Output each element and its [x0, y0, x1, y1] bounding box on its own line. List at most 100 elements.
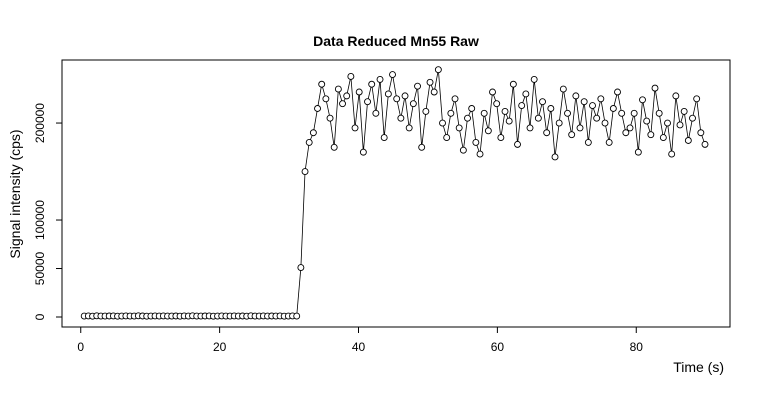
data-point: [430, 88, 438, 96]
data-point: [530, 75, 538, 83]
data-point: [351, 124, 359, 132]
data-point: [405, 124, 413, 132]
data-point: [380, 134, 388, 142]
data-point: [522, 90, 530, 98]
plot-box: [61, 59, 731, 328]
data-point: [551, 153, 559, 161]
x-tick-label: 80: [630, 340, 644, 354]
data-point: [501, 107, 509, 115]
data-point: [414, 82, 421, 90]
data-point: [601, 119, 609, 127]
data-point: [593, 114, 601, 122]
data-point: [409, 100, 417, 108]
data-point: [655, 109, 663, 117]
data-point: [634, 148, 642, 156]
data-point: [339, 100, 346, 108]
data-point: [647, 131, 655, 139]
data-point: [480, 109, 488, 117]
data-point: [505, 117, 513, 125]
data-point: [418, 143, 426, 151]
data-point: [434, 66, 442, 74]
data-point: [326, 114, 334, 122]
data-point: [547, 105, 555, 112]
data-point: [322, 95, 330, 103]
data-point: [459, 146, 467, 154]
data-point: [618, 109, 626, 117]
data-point: [476, 150, 484, 158]
data-point: [376, 75, 384, 83]
data-point: [422, 107, 430, 115]
data-point: [626, 124, 634, 132]
data-point: [543, 129, 551, 137]
data-point: [568, 131, 576, 139]
data-point: [384, 90, 392, 98]
data-point: [455, 124, 463, 132]
data-point: [605, 138, 613, 146]
data-point: [439, 119, 446, 127]
data-point: [680, 107, 688, 115]
data-point: [393, 95, 401, 103]
data-point: [701, 140, 709, 148]
data-point: [539, 98, 546, 106]
data-point: [676, 121, 684, 129]
data-point: [468, 105, 476, 112]
data-point: [576, 124, 584, 132]
x-tick-label: 20: [213, 340, 227, 354]
x-tick-label: 40: [352, 340, 366, 354]
x-axis-label: Time (s): [673, 359, 724, 375]
data-point: [464, 114, 471, 122]
data-point: [318, 80, 326, 88]
data-point: [443, 134, 451, 142]
data-point: [514, 140, 521, 148]
data-point: [447, 109, 455, 117]
data-point: [309, 129, 317, 137]
data-point: [401, 92, 409, 100]
data-point: [509, 80, 517, 88]
data-point: [684, 137, 692, 144]
data-point: [630, 109, 638, 117]
data-point: [518, 102, 526, 110]
data-point: [589, 102, 596, 110]
data-point: [572, 92, 580, 100]
data-point: [305, 138, 313, 146]
data-point: [609, 105, 617, 112]
data-point: [668, 150, 676, 158]
y-tick-label: 50000: [33, 252, 47, 286]
data-point: [672, 92, 680, 100]
data-point: [301, 168, 309, 175]
data-point: [389, 71, 396, 78]
chart-title: Data Reduced Mn55 Raw: [313, 33, 479, 49]
y-tick-label: 200000: [33, 103, 47, 143]
data-point: [343, 92, 351, 100]
data-point: [622, 129, 630, 137]
data-point: [639, 96, 646, 104]
data-point: [564, 109, 571, 117]
data-point: [643, 117, 651, 125]
data-point: [330, 143, 338, 151]
data-point: [364, 98, 371, 106]
data-point: [472, 138, 480, 146]
x-tick-label: 0: [77, 340, 84, 354]
data-point: [497, 134, 505, 142]
data-point: [397, 114, 405, 122]
data-point: [689, 114, 696, 122]
data-point: [347, 73, 355, 80]
data-point: [697, 129, 705, 137]
data-point: [664, 119, 671, 127]
data-point: [526, 124, 534, 132]
data-point: [584, 138, 592, 146]
data-point: [651, 84, 659, 92]
data-point: [659, 134, 667, 142]
data-point: [489, 88, 496, 96]
data-point: [597, 95, 605, 103]
data-point: [614, 88, 621, 96]
data-point: [693, 95, 701, 103]
data-point: [314, 105, 321, 112]
data-point: [297, 264, 305, 271]
y-axis-label: Signal intensity (cps): [7, 129, 23, 258]
data-point: [484, 127, 492, 135]
data-point: [451, 95, 459, 103]
data-point: [534, 114, 542, 122]
data-point: [559, 85, 567, 93]
data-point: [355, 88, 363, 96]
